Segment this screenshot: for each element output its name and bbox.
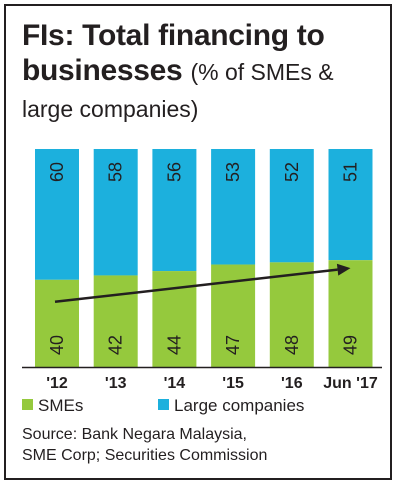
- trend-arrow-head: [336, 263, 351, 276]
- title-main: FIs: Total financing to businesses: [22, 19, 325, 87]
- source-note: Source: Bank Negara Malaysia, SME Corp; …: [22, 424, 382, 466]
- x-tick-label-5: Jun '17: [323, 375, 378, 392]
- label-sme-2: 44: [164, 335, 184, 355]
- bar-sme-0: [35, 279, 79, 367]
- bar-large-4: [269, 149, 314, 263]
- bar-sme-5: [328, 260, 373, 367]
- label-large-5: 51: [341, 162, 361, 182]
- title-subtitle: (% of SMEs & large companies): [22, 59, 334, 122]
- bar-large-1: [93, 149, 138, 276]
- bar-large-3: [211, 149, 256, 265]
- legend-sme-swatch: [22, 399, 33, 410]
- source-line-2: SME Corp; Securities Commission: [22, 447, 268, 464]
- legend-sme-label: SMEs: [38, 396, 84, 415]
- label-large-0: 60: [47, 162, 67, 182]
- legend-sme: SMEs: [22, 396, 83, 416]
- bar-large-0: [35, 149, 79, 280]
- source-line-1: Source: Bank Negara Malaysia,: [22, 426, 247, 443]
- x-tick-label-0: '12: [46, 375, 68, 392]
- chart-frame: [4, 4, 392, 480]
- bar-sme-1: [93, 275, 138, 367]
- x-tick-label-2: '14: [164, 375, 186, 392]
- legend-large: Large companies: [158, 396, 304, 416]
- label-sme-4: 48: [282, 335, 302, 355]
- label-sme-1: 42: [106, 335, 126, 355]
- legend-large-label: Large companies: [174, 396, 305, 415]
- bar-large-5: [328, 149, 373, 261]
- trend-arrow-line: [54, 268, 338, 304]
- label-sme-0: 40: [47, 335, 67, 355]
- label-large-3: 53: [223, 162, 243, 182]
- x-tick-label-4: '16: [281, 375, 303, 392]
- label-large-1: 58: [106, 162, 126, 182]
- label-large-2: 56: [164, 162, 184, 182]
- label-sme-5: 49: [341, 335, 361, 355]
- label-large-4: 52: [282, 162, 302, 182]
- label-sme-3: 47: [223, 335, 243, 355]
- chart-title: FIs: Total financing to businesses (% of…: [22, 18, 382, 127]
- x-tick-label-3: '15: [222, 375, 244, 392]
- bar-sme-4: [269, 262, 314, 367]
- bar-large-2: [152, 149, 197, 272]
- legend-large-swatch: [158, 399, 169, 410]
- x-tick-label-1: '13: [105, 375, 127, 392]
